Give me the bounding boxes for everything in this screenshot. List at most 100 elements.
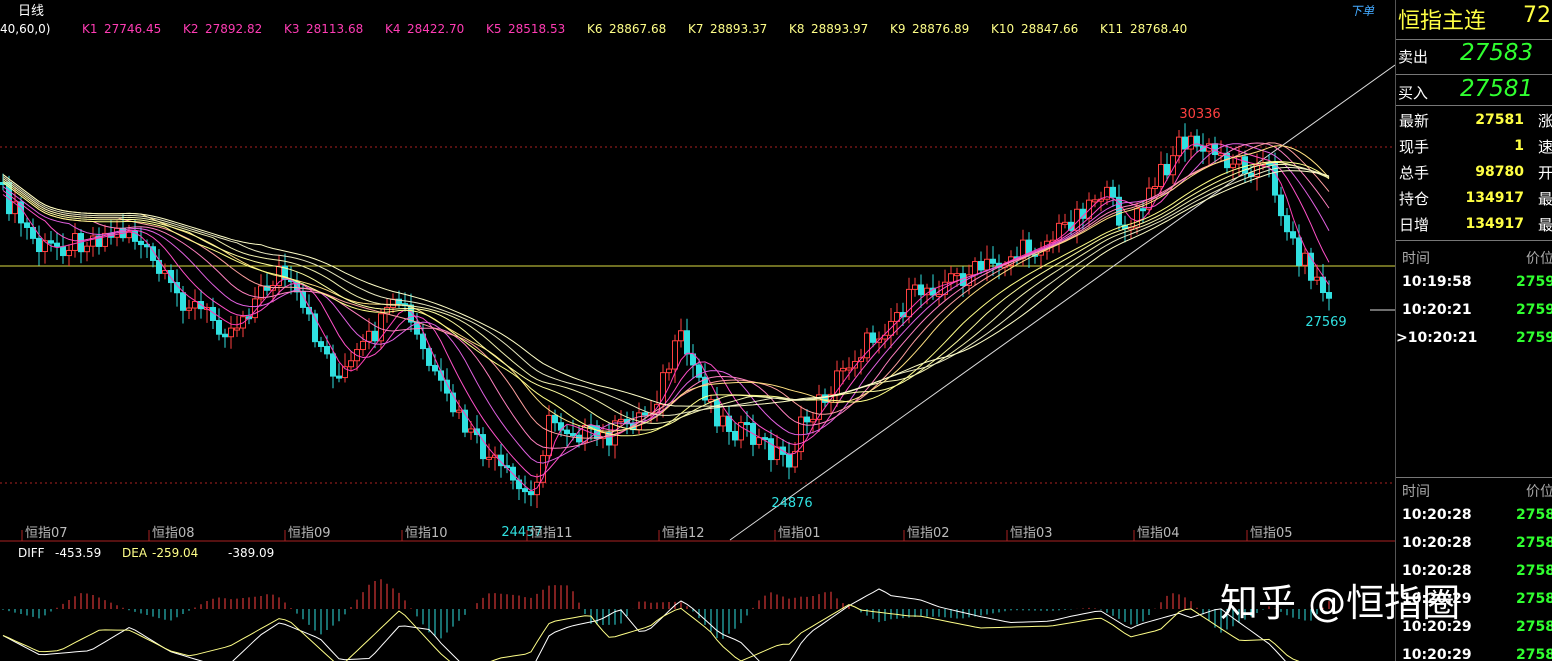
candle-body [42, 240, 48, 253]
candle-body [1296, 237, 1302, 266]
candle-body [234, 327, 240, 331]
candle-body [1194, 135, 1200, 147]
candle-body [480, 434, 486, 460]
candle-body [384, 306, 390, 315]
candle-body [1290, 231, 1296, 239]
candle-body [546, 414, 552, 457]
macd-value: -259.04 [152, 546, 198, 560]
candle-body [1326, 292, 1332, 299]
header: 时间 [1402, 251, 1430, 267]
candle-body [54, 242, 60, 248]
candle-body [528, 491, 534, 496]
moving-average [2, 163, 1330, 424]
candle-body [1092, 199, 1098, 203]
candle-body [150, 246, 156, 261]
candle-body [450, 392, 456, 413]
candle-body [858, 357, 864, 362]
tick-time: 10:19:58 [1402, 274, 1472, 290]
tick-price: 2758 [1516, 647, 1552, 661]
candle-body [228, 327, 234, 338]
candle-body [264, 285, 270, 291]
candle-body [372, 330, 378, 342]
trend-line [729, 64, 1395, 541]
candle-body [498, 454, 504, 467]
order-button[interactable]: 下单 [1350, 4, 1375, 18]
indicator-value: 28893.37 [710, 22, 768, 36]
header: 价位 [1526, 484, 1552, 500]
moving-average [2, 142, 1330, 449]
candle-body [462, 409, 468, 433]
candle-body [192, 301, 198, 309]
tick-price: 2759 [1516, 274, 1552, 290]
candle-body [1140, 208, 1146, 212]
row-value: 134917 [1465, 216, 1524, 232]
tick-time: 10:20:28 [1402, 563, 1472, 579]
indicator: K10 [991, 22, 1015, 36]
candle-body [732, 430, 738, 441]
row-side: 最 [1538, 216, 1552, 234]
candle-body [1182, 136, 1188, 150]
low-label: 24876 [771, 496, 812, 511]
row-label: 持仓 [1399, 190, 1430, 208]
row-side: 速 [1538, 138, 1552, 156]
tick-price: 2758 [1516, 535, 1552, 551]
candle-body [606, 432, 612, 446]
moving-average [2, 145, 1330, 432]
params: 40,60,0) [0, 22, 51, 36]
candle-body [816, 394, 822, 420]
candle-body [618, 418, 624, 422]
indicator-value: 28518.53 [508, 22, 566, 36]
candle-body [1152, 186, 1158, 190]
candle-body [678, 330, 684, 342]
candle-body [222, 333, 228, 338]
candle-body [900, 312, 906, 318]
x-tick-label: 恒指03 [1010, 526, 1053, 541]
candle-body [456, 409, 462, 413]
macd-label: DEA [122, 546, 148, 560]
candle-body [1242, 156, 1248, 174]
quote-panel: 恒指主连 72 卖出 27583 买入 27581 最新 27581 涨现手 1 速总手 98780 开… [1395, 0, 1552, 661]
candle-body [90, 235, 96, 247]
candle-body [468, 428, 474, 433]
candle-body [408, 304, 414, 323]
tick-time: 10:20:21 [1402, 302, 1472, 318]
header: 时间 [1402, 484, 1430, 500]
candle-body [426, 348, 432, 366]
candle-body [642, 412, 648, 416]
candle-body [138, 240, 144, 246]
row-label: 总手 [1399, 164, 1430, 182]
candle-body [1302, 252, 1308, 266]
candle-body [564, 429, 570, 435]
candle-body [978, 261, 984, 271]
candle-body [792, 451, 798, 468]
tick-price: 2758 [1516, 563, 1552, 579]
row-side: 最 [1538, 190, 1552, 208]
row-value: 27581 [1475, 112, 1524, 128]
candle-body [1308, 252, 1314, 281]
candle-body [768, 438, 774, 461]
label: 买入 [1398, 84, 1429, 102]
candle-body [1278, 194, 1284, 217]
macd-value: -453.59 [55, 546, 101, 560]
indicator: K6 [587, 22, 603, 36]
x-tick-label: 恒指05 [1250, 526, 1293, 541]
x-tick-label: 恒指07 [25, 526, 68, 541]
candle-body [1314, 276, 1320, 281]
candle-body [954, 273, 960, 277]
candle-body [12, 201, 18, 215]
candle-body [312, 313, 318, 343]
price: 27583 [1460, 40, 1534, 66]
x-tick-label: 恒指08 [152, 526, 195, 541]
indicator: K8 [789, 22, 805, 36]
row-side: 涨 [1538, 112, 1552, 130]
candle-body [444, 379, 450, 394]
candle-body [942, 281, 948, 295]
candle-body [258, 285, 264, 300]
period[interactable]: 日线 [18, 4, 45, 19]
candle-body [810, 418, 816, 423]
candle-body [1230, 163, 1236, 169]
moving-average [2, 166, 1330, 416]
tick-time: 10:20:29 [1402, 619, 1472, 635]
quote-code: 72 [1523, 3, 1551, 28]
